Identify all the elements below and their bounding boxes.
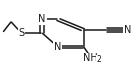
- Text: 2: 2: [96, 55, 101, 64]
- Text: N: N: [54, 42, 61, 52]
- Text: NH: NH: [83, 53, 97, 63]
- Text: N: N: [38, 14, 46, 24]
- Text: N: N: [124, 25, 131, 35]
- Text: S: S: [18, 28, 24, 38]
